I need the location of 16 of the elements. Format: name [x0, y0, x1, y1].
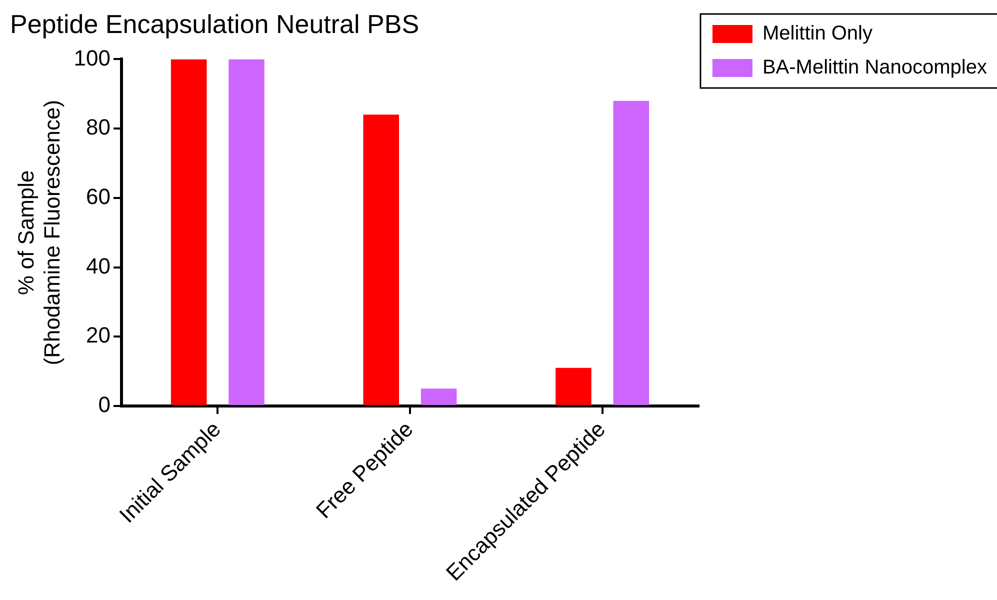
bar [613, 100, 650, 405]
y-tick-label: 0 [98, 392, 111, 418]
bar [556, 368, 592, 405]
legend-label: Melittin Only [762, 22, 872, 45]
y-tick-label: 60 [86, 184, 111, 209]
bar [170, 59, 207, 405]
chart-title: Peptide Encapsulation Neutral PBS [10, 8, 420, 39]
y-tick-label: 80 [86, 114, 111, 140]
y-tick-label: 40 [86, 253, 111, 278]
y-axis-title: % of Sample (Rhodamine Fluorescence) [13, 100, 65, 366]
bar [363, 114, 400, 405]
y-tick-label: 20 [86, 322, 111, 348]
bar [228, 59, 264, 405]
y-tick-label: 100 [74, 45, 111, 70]
legend-label: BA-Melittin Nanocomplex [762, 56, 987, 79]
bar [420, 388, 457, 405]
